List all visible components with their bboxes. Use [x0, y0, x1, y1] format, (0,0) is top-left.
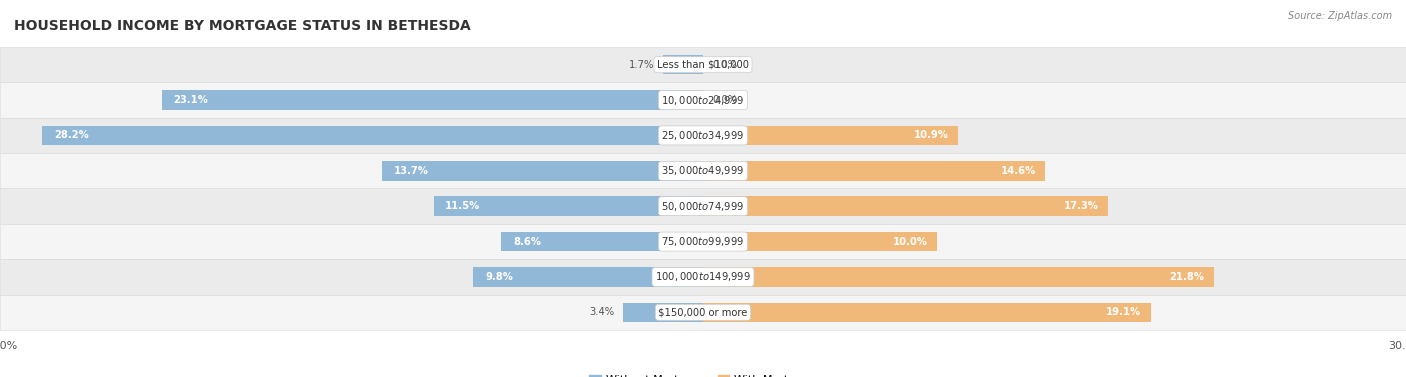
Bar [623, 303, 703, 322]
Bar [703, 126, 959, 145]
Bar [703, 267, 1213, 287]
Bar [703, 161, 1045, 181]
Text: 10.0%: 10.0% [893, 236, 928, 247]
Bar [474, 267, 703, 287]
Bar [42, 126, 703, 145]
Text: 0.0%: 0.0% [713, 60, 738, 70]
Text: 10.9%: 10.9% [914, 130, 949, 141]
Text: Less than $10,000: Less than $10,000 [657, 60, 749, 70]
Bar [0, 153, 1406, 188]
Text: $25,000 to $34,999: $25,000 to $34,999 [661, 129, 745, 142]
Text: HOUSEHOLD INCOME BY MORTGAGE STATUS IN BETHESDA: HOUSEHOLD INCOME BY MORTGAGE STATUS IN B… [14, 19, 471, 33]
Text: $75,000 to $99,999: $75,000 to $99,999 [661, 235, 745, 248]
Bar [382, 161, 703, 181]
Text: 9.8%: 9.8% [485, 272, 513, 282]
Bar [0, 188, 1406, 224]
Bar [433, 196, 703, 216]
Bar [0, 294, 1406, 330]
Bar [162, 90, 703, 110]
Text: 23.1%: 23.1% [173, 95, 208, 105]
Bar [703, 232, 938, 251]
Text: 3.4%: 3.4% [589, 307, 614, 317]
Bar [0, 118, 1406, 153]
Legend: Without Mortgage, With Mortgage: Without Mortgage, With Mortgage [585, 370, 821, 377]
Text: 8.6%: 8.6% [513, 236, 541, 247]
Text: 1.7%: 1.7% [628, 60, 654, 70]
Text: $100,000 to $149,999: $100,000 to $149,999 [655, 270, 751, 284]
Bar [502, 232, 703, 251]
Text: 0.0%: 0.0% [713, 95, 738, 105]
Text: Source: ZipAtlas.com: Source: ZipAtlas.com [1288, 11, 1392, 21]
Text: $10,000 to $24,999: $10,000 to $24,999 [661, 93, 745, 107]
Text: 28.2%: 28.2% [53, 130, 89, 141]
Text: 14.6%: 14.6% [1001, 166, 1036, 176]
Text: 19.1%: 19.1% [1107, 307, 1142, 317]
Bar [703, 303, 1150, 322]
Bar [0, 83, 1406, 118]
Text: 13.7%: 13.7% [394, 166, 429, 176]
Bar [703, 196, 1108, 216]
Bar [664, 55, 703, 74]
Bar [0, 47, 1406, 83]
Text: $50,000 to $74,999: $50,000 to $74,999 [661, 200, 745, 213]
Text: 21.8%: 21.8% [1170, 272, 1205, 282]
Bar [0, 259, 1406, 294]
Text: $150,000 or more: $150,000 or more [658, 307, 748, 317]
Bar [0, 224, 1406, 259]
Text: 11.5%: 11.5% [446, 201, 481, 211]
Text: $35,000 to $49,999: $35,000 to $49,999 [661, 164, 745, 177]
Text: 17.3%: 17.3% [1064, 201, 1099, 211]
